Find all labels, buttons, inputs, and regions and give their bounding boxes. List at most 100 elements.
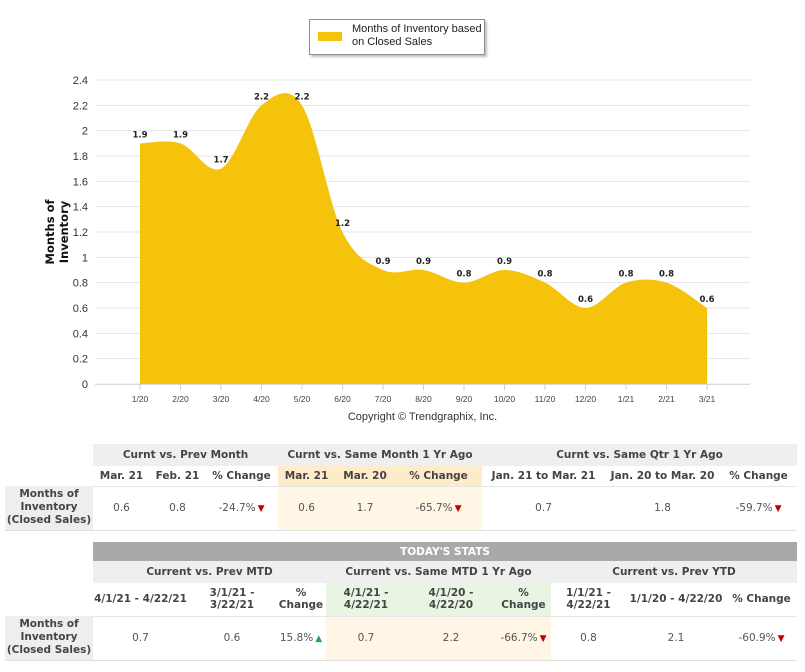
row-label: Months of Inventory (Closed Sales)	[5, 486, 93, 531]
x-tick-label: 3/20	[213, 394, 230, 404]
blank-cell	[5, 466, 93, 486]
y-tick-label: 2.2	[73, 100, 88, 112]
x-tick-label: 5/20	[294, 394, 311, 404]
column-header: Mar. 21	[93, 466, 150, 487]
todays-stats-title: TODAY'S STATS	[93, 542, 798, 561]
value-cell: 2.1	[626, 616, 726, 661]
data-label: 0.9	[497, 257, 512, 267]
x-tick-label: 6/20	[334, 394, 351, 404]
value-cell: -59.7% ▼	[720, 486, 798, 531]
column-header: 1/1/21 - 4/22/21	[551, 583, 626, 617]
data-label: 0.6	[578, 295, 593, 305]
value-cell: 0.7	[326, 616, 406, 661]
legend-label-line1: Months of Inventory based	[352, 23, 482, 35]
group-header: Curnt vs. Same Month 1 Yr Ago	[278, 444, 483, 466]
column-header: Mar. 20	[335, 466, 396, 487]
legend-label: Months of Inventory based on Closed Sale…	[352, 23, 482, 49]
y-axis-label: Months of Inventory	[43, 199, 71, 265]
x-tick-label: 8/20	[415, 394, 432, 404]
column-header: % Change	[720, 466, 798, 487]
value-cell: 15.8% ▲	[276, 616, 326, 661]
y-tick-label: 2.4	[73, 75, 88, 87]
column-header: % Change	[205, 466, 279, 487]
column-header: % Change	[496, 583, 551, 617]
y-tick-label: 1.2	[73, 227, 88, 239]
value-cell: 0.6	[278, 486, 336, 531]
x-tick-label: 4/20	[253, 394, 270, 404]
column-header: Feb. 21	[150, 466, 205, 487]
column-header: % Change	[276, 583, 326, 617]
value-cell: 2.2	[406, 616, 496, 661]
area-series	[140, 93, 707, 384]
x-tick-label: 2/21	[658, 394, 675, 404]
legend-label-line2: on Closed Sales	[352, 36, 433, 48]
x-tick-label: 10/20	[494, 394, 516, 404]
column-header: Mar. 21	[278, 466, 336, 487]
table-row: Months of Inventory (Closed Sales) 0.6 0…	[5, 486, 798, 531]
x-tick-label: 2/20	[172, 394, 189, 404]
y-tick-label: 0.8	[73, 278, 88, 290]
column-header-row: Mar. 21 Feb. 21 % Change Mar. 21 Mar. 20…	[5, 466, 798, 487]
value-cell: 1.8	[605, 486, 721, 531]
trend-down-icon: ▼	[454, 504, 462, 514]
table-row: Months of Inventory (Closed Sales) 0.7 0…	[5, 616, 798, 661]
group-header: Current vs. Same MTD 1 Yr Ago	[326, 561, 551, 583]
y-tick-label: 0.2	[73, 354, 88, 366]
column-header: Jan. 20 to Mar. 20	[605, 466, 721, 487]
group-header-row: Current vs. Prev MTD Current vs. Same MT…	[5, 561, 798, 583]
chart-legend: Months of Inventory based on Closed Sale…	[309, 19, 485, 55]
blank-cell	[5, 561, 93, 583]
column-header: Jan. 21 to Mar. 21	[482, 466, 606, 487]
trend-down-icon: ▼	[777, 634, 785, 644]
group-header: Current vs. Prev YTD	[551, 561, 798, 583]
data-label: 2.2	[254, 92, 269, 102]
trend-down-icon: ▼	[774, 504, 782, 514]
y-tick-label: 1	[82, 252, 88, 264]
value-cell: -24.7% ▼	[205, 486, 279, 531]
y-tick-label: 0	[82, 379, 88, 391]
data-label: 2.2	[294, 92, 309, 102]
column-header: % Change	[726, 583, 798, 617]
column-header: 3/1/21 - 3/22/21	[188, 583, 276, 617]
value-cell: -66.7% ▼	[496, 616, 551, 661]
data-label: 0.6	[699, 295, 714, 305]
x-tick-label: 9/20	[456, 394, 473, 404]
y-tick-label: 1.4	[73, 202, 88, 214]
data-label: 1.7	[213, 156, 228, 166]
legend-swatch	[318, 32, 342, 41]
group-header-row: Curnt vs. Prev Month Curnt vs. Same Mont…	[5, 444, 798, 466]
data-label: 1.9	[132, 130, 147, 140]
trend-up-icon: ▲	[315, 634, 323, 644]
data-labels: 1.9 1.9 1.7 2.2 2.2 1.2 0.9 0.9 0.8 0.9 0.8 0.6 0.8 0…	[132, 92, 714, 305]
y-tick-label: 1.8	[73, 151, 88, 163]
value-cell: -60.9% ▼	[726, 616, 798, 661]
data-label: 0.9	[416, 257, 431, 267]
value-cell: 0.6	[188, 616, 276, 661]
column-header: 4/1/20 - 4/22/20	[406, 583, 496, 617]
column-header: % Change	[395, 466, 483, 487]
group-header: Curnt vs. Prev Month	[93, 444, 279, 466]
copyright-text: Copyright © Trendgraphix, Inc.	[347, 411, 498, 423]
y-tick-label: 0.6	[73, 303, 88, 315]
value-cell: 0.6	[93, 486, 150, 531]
inventory-area-chart: 00.20.40.60.811.21.41.61.822.22.4 1.9 1.9…	[73, 75, 750, 404]
column-header-row: 4/1/21 - 4/22/21 3/1/21 - 3/22/21 % Chan…	[5, 583, 798, 617]
value-cell: 0.8	[150, 486, 205, 531]
x-tick-label: 11/20	[535, 394, 556, 404]
x-tick-label: 1/21	[618, 394, 635, 404]
data-label: 0.8	[618, 270, 633, 280]
group-header: Curnt vs. Same Qtr 1 Yr Ago	[482, 444, 798, 466]
monthly-comparison-table: Curnt vs. Prev Month Curnt vs. Same Mont…	[5, 444, 798, 531]
title-row: TODAY'S STATS	[5, 542, 798, 561]
y-tick-label: 1.6	[73, 176, 88, 188]
group-header: Current vs. Prev MTD	[93, 561, 326, 583]
data-label: 1.2	[335, 219, 350, 229]
column-header: 1/1/20 - 4/22/20	[626, 583, 726, 617]
column-header: 4/1/21 - 4/22/21	[326, 583, 406, 617]
x-axis-ticks: 1/20 2/20 3/20 4/20 5/20 6/20 7/20 8/20 9/20 10/2…	[95, 384, 750, 404]
blank-cell	[5, 542, 93, 561]
value-cell: 0.7	[482, 486, 606, 531]
y-tick-label: 0.4	[73, 328, 88, 340]
blank-cell	[5, 444, 93, 466]
value-cell: -65.7% ▼	[395, 486, 483, 531]
